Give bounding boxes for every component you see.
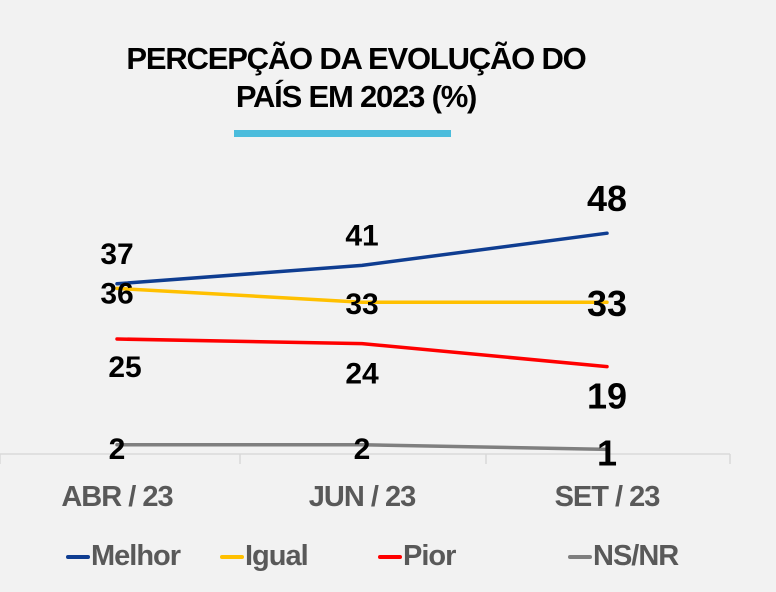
data-label: 37 (100, 238, 133, 271)
x-axis (0, 453, 731, 464)
data-labels: 37 41 48 36 33 33 25 24 19 2 2 1 (100, 178, 627, 473)
legend-label: NS/NR (593, 540, 679, 572)
chart-title-line-2: PAÍS EM 2023 (%) (235, 79, 478, 114)
x-tick-label: SET / 23 (555, 481, 661, 513)
x-tick-label: ABR / 23 (61, 481, 173, 513)
legend: Melhor Igual Pior NS/NR (0, 540, 776, 580)
data-label: 48 (587, 178, 627, 219)
data-label: 24 (345, 358, 379, 391)
data-label: 2 (354, 433, 371, 466)
chart-title-line-1: PERCEPÇÃO DA EVOLUÇÃO DO (126, 41, 586, 76)
legend-swatch (378, 554, 402, 559)
series-lines (115, 231, 609, 452)
series-line-melhor (115, 231, 609, 286)
series-line-nsnr (115, 443, 609, 452)
legend-item-igual: Igual (220, 540, 309, 573)
data-label: 25 (108, 351, 141, 384)
data-label: 1 (597, 432, 617, 473)
data-label: 41 (345, 219, 378, 252)
data-label: 19 (587, 376, 627, 417)
legend-item-melhor: Melhor (66, 540, 181, 573)
legend-label: Igual (245, 540, 309, 572)
legend-label: Melhor (91, 540, 181, 572)
legend-item-pior: Pior (378, 540, 456, 573)
x-tick-label: JUN / 23 (309, 481, 416, 513)
legend-item-nsnr: NS/NR (568, 540, 679, 573)
legend-swatch (220, 554, 244, 559)
data-label: 2 (109, 433, 126, 466)
data-label: 33 (587, 283, 627, 324)
data-label: 36 (100, 277, 133, 310)
chart-title: PERCEPÇÃO DA EVOLUÇÃO DO PAÍS EM 2023 (%… (0, 40, 712, 116)
series-line-pior (115, 337, 609, 369)
series-line-igual (115, 286, 609, 304)
legend-swatch (66, 554, 90, 559)
title-underline (234, 130, 451, 137)
legend-label: Pior (403, 540, 456, 572)
legend-swatch (568, 554, 592, 559)
data-label: 33 (345, 288, 378, 321)
x-tick-labels: ABR / 23 JUN / 23 SET / 23 (61, 481, 661, 513)
